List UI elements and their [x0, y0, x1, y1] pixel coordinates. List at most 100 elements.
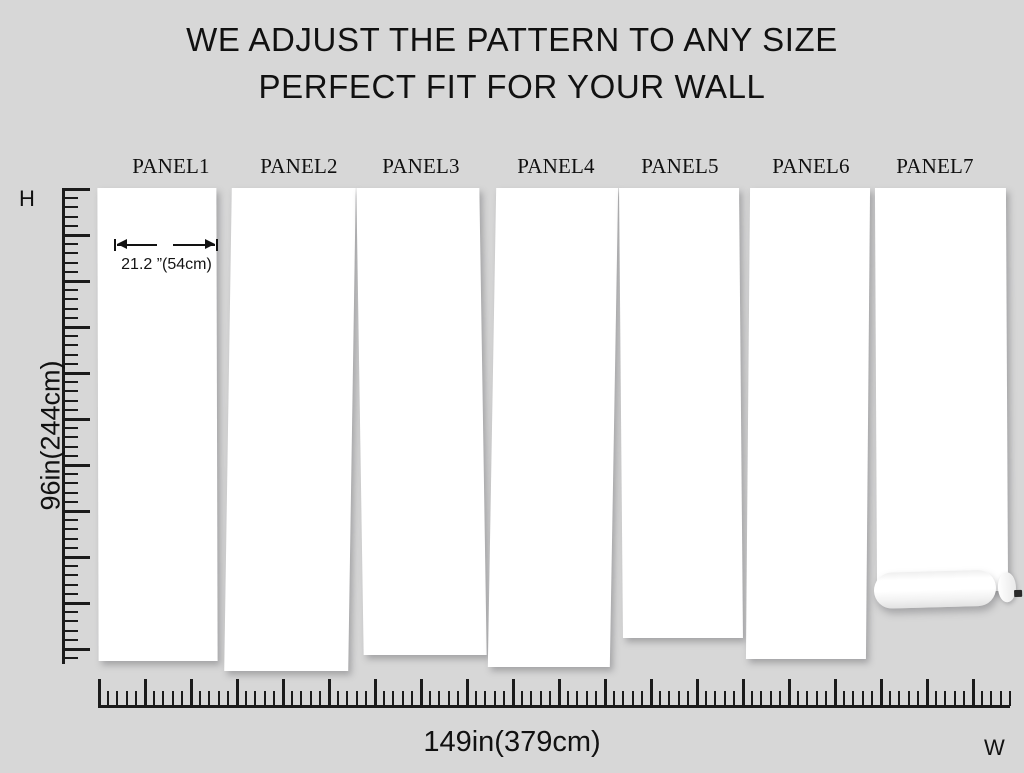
ruler-tick-minor	[677, 691, 680, 706]
ruler-tick-minor	[539, 691, 542, 706]
width-axis-letter: W	[984, 735, 1005, 760]
ruler-tick-minor	[990, 691, 993, 706]
ruler-tick-major	[64, 418, 90, 421]
wallpaper-panel-4	[487, 188, 619, 667]
arrow-left-icon	[117, 239, 127, 249]
ruler-tick-minor	[410, 691, 413, 706]
roll-end-cap	[997, 572, 1017, 603]
ruler-tick-minor	[300, 691, 303, 706]
panel-label-7: PANEL7	[896, 154, 974, 178]
headline-line-2: PERFECT FIT FOR YOUR WALL	[258, 68, 766, 105]
ruler-tick-minor	[180, 691, 183, 706]
ruler-tick-minor	[797, 691, 800, 706]
ruler-tick-minor	[613, 691, 616, 706]
ruler-tick-minor	[153, 691, 156, 706]
wallpaper-roll	[873, 566, 1023, 612]
arrow-right-icon	[205, 239, 215, 249]
height-axis-letter: H	[19, 186, 35, 211]
ruler-tick-minor	[824, 691, 827, 706]
ruler-tick-minor	[64, 206, 78, 209]
ruler-tick-minor	[732, 691, 735, 706]
ruler-tick-major	[374, 679, 377, 706]
ruler-tick-minor	[64, 252, 78, 255]
height-axis-label: 96in(244cm)	[35, 360, 66, 511]
ruler-tick-major	[926, 679, 929, 706]
dimension-cap-right	[216, 239, 218, 251]
ruler-tick-minor	[392, 691, 395, 706]
ruler-tick-minor	[107, 691, 110, 706]
wallpaper-panel-7	[874, 188, 1009, 591]
ruler-tick-minor	[116, 691, 119, 706]
headline-line-1: WE ADJUST THE PATTERN TO ANY SIZE	[186, 21, 838, 58]
ruler-tick-minor	[576, 691, 579, 706]
ruler-tick-minor	[64, 445, 78, 448]
ruler-tick-minor	[916, 691, 919, 706]
panel-label-1: PANEL1	[132, 154, 210, 178]
ruler-tick-minor	[64, 620, 78, 623]
ruler-tick-minor	[64, 362, 78, 365]
ruler-tick-minor	[64, 289, 78, 292]
ruler-tick-minor	[429, 691, 432, 706]
ruler-tick-major	[64, 280, 90, 283]
ruler-tick-minor	[171, 691, 174, 706]
roll-body	[873, 569, 997, 609]
ruler-tick-minor	[981, 691, 984, 706]
ruler-tick-major	[64, 648, 90, 651]
ruler-tick-minor	[659, 691, 662, 706]
ruler-tick-major	[64, 326, 90, 329]
ruler-tick-minor	[64, 335, 78, 338]
ruler-tick-minor	[521, 691, 524, 706]
ruler-tick-minor	[64, 638, 78, 641]
ruler-tick-minor	[64, 565, 78, 568]
ruler-tick-major	[64, 602, 90, 605]
dimension-value: 21.2 ”(54cm)	[121, 256, 212, 273]
ruler-tick-major	[64, 510, 90, 513]
ruler-tick-minor	[199, 691, 202, 706]
ruler-tick-minor	[64, 408, 78, 411]
ruler-tick-major	[236, 679, 239, 706]
ruler-tick-minor	[714, 691, 717, 706]
ruler-tick-minor	[438, 691, 441, 706]
ruler-tick-major	[64, 188, 90, 191]
ruler-tick-minor	[364, 691, 367, 706]
ruler-tick-minor	[640, 691, 643, 706]
ruler-tick-major	[466, 679, 469, 706]
ruler-tick-minor	[64, 316, 78, 319]
ruler-tick-minor	[64, 390, 78, 393]
panel-label-2: PANEL2	[260, 154, 338, 178]
ruler-tick-minor	[272, 691, 275, 706]
ruler-tick-minor	[962, 691, 965, 706]
ruler-tick-major	[742, 679, 745, 706]
ruler-tick-minor	[723, 691, 726, 706]
ruler-tick-minor	[134, 691, 137, 706]
ruler-tick-minor	[778, 691, 781, 706]
ruler-tick-minor	[502, 691, 505, 706]
roll-tip-mark	[1014, 589, 1023, 598]
ruler-tick-minor	[263, 691, 266, 706]
ruler-tick-minor	[64, 482, 78, 485]
ruler-tick-minor	[751, 691, 754, 706]
ruler-tick-minor	[64, 243, 78, 246]
ruler-tick-minor	[291, 691, 294, 706]
ruler-tick-minor	[475, 691, 478, 706]
ruler-tick-minor	[208, 691, 211, 706]
ruler-tick-minor	[953, 691, 956, 706]
horizontal-ruler	[98, 678, 1011, 708]
ruler-tick-minor	[843, 691, 846, 706]
ruler-tick-major	[972, 679, 975, 706]
ruler-tick-minor	[64, 500, 78, 503]
ruler-tick-minor	[162, 691, 165, 706]
ruler-tick-minor	[254, 691, 257, 706]
ruler-tick-minor	[64, 473, 78, 476]
ruler-tick-minor	[64, 454, 78, 457]
ruler-tick-major	[144, 679, 147, 706]
ruler-tick-major	[328, 679, 331, 706]
ruler-tick-minor	[64, 629, 78, 632]
ruler-tick-minor	[760, 691, 763, 706]
panel-label-6: PANEL6	[772, 154, 850, 178]
ruler-tick-minor	[852, 691, 855, 706]
ruler-tick-minor	[769, 691, 772, 706]
ruler-tick-minor	[64, 583, 78, 586]
ruler-tick-major	[64, 556, 90, 559]
